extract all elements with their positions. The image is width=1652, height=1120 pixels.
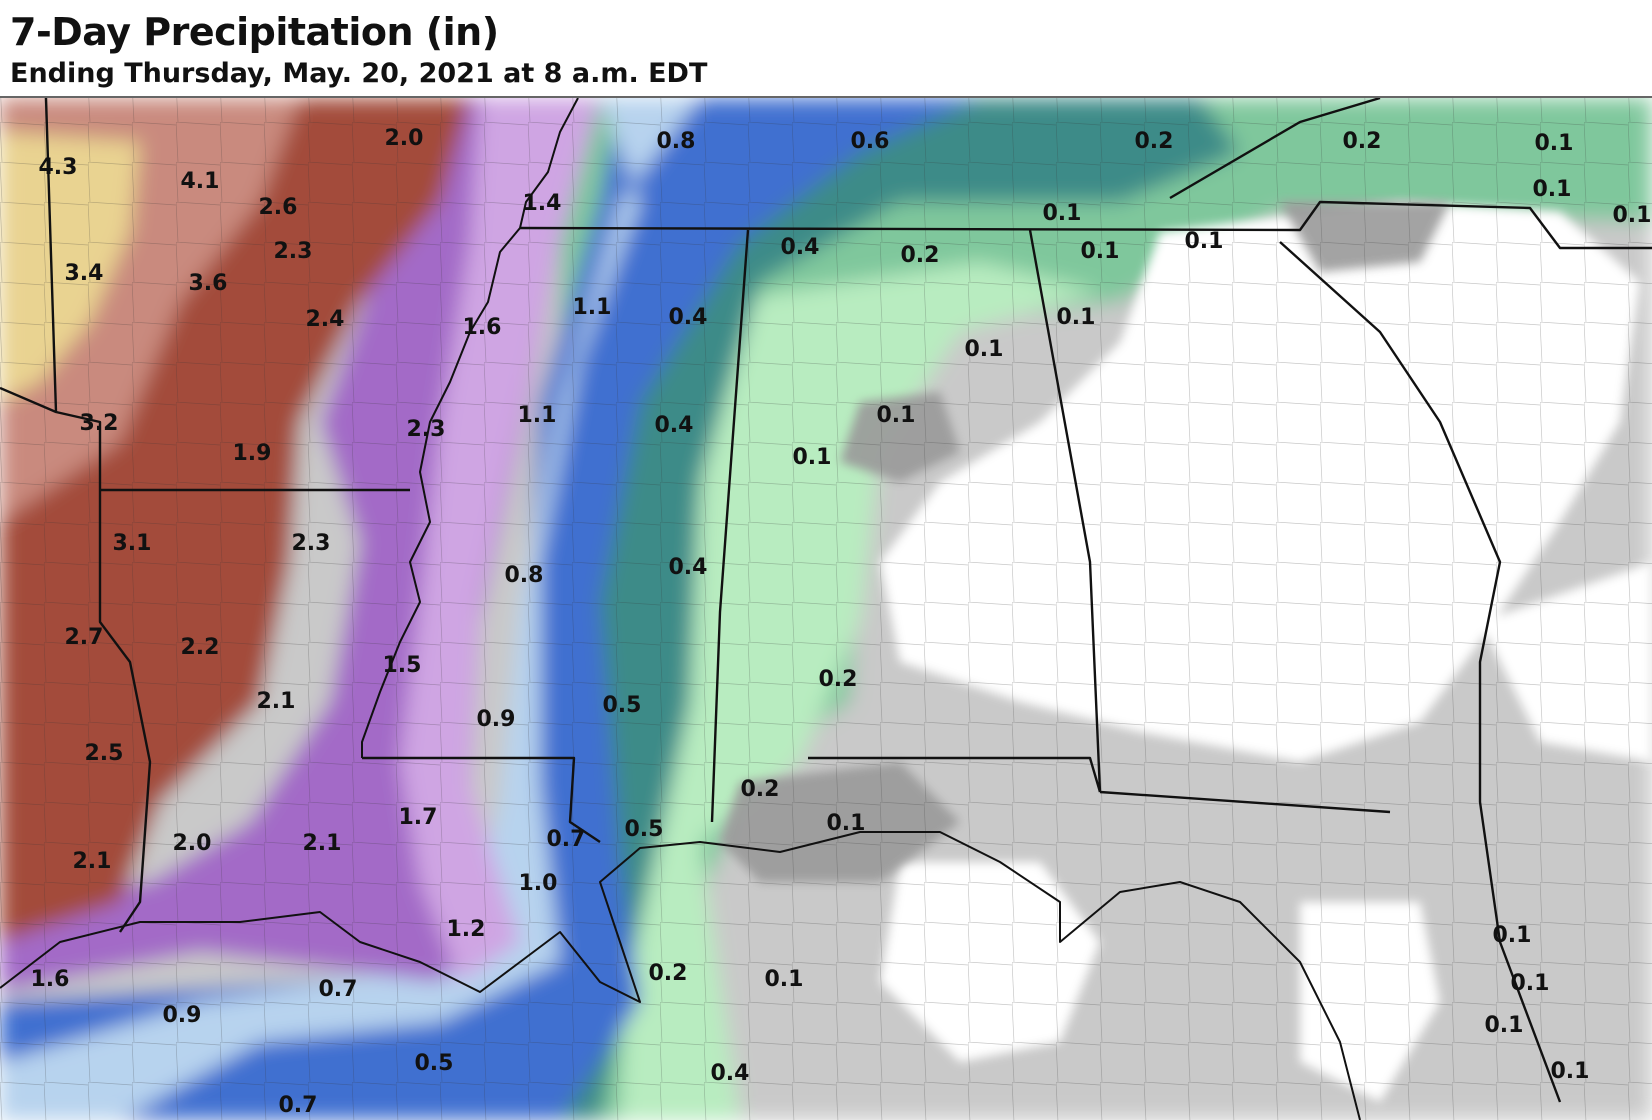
precip-value-label: 0.1 — [1185, 229, 1224, 254]
precip-value-label: 1.9 — [233, 441, 272, 466]
precip-value-label: 0.2 — [1343, 129, 1382, 154]
precip-value-label: 4.3 — [39, 155, 78, 180]
precip-value-label: 0.9 — [477, 707, 516, 732]
border-al-ga — [1028, 229, 1102, 793]
precip-value-label: 0.2 — [819, 667, 858, 692]
precip-value-label: 2.1 — [73, 849, 112, 874]
precip-value-label: 0.1 — [765, 967, 804, 992]
border-ms-tn — [519, 200, 1652, 250]
precip-value-label: 0.1 — [1551, 1059, 1590, 1084]
map-subtitle: Ending Thursday, May. 20, 2021 at 8 a.m.… — [10, 58, 708, 89]
precip-value-label: 0.2 — [1135, 129, 1174, 154]
precip-value-label: 0.1 — [1081, 239, 1120, 264]
precip-value-label: 0.1 — [793, 445, 832, 470]
precip-value-label: 2.5 — [85, 741, 124, 766]
precip-value-label: 4.1 — [181, 169, 220, 194]
precip-value-label: 1.7 — [399, 805, 438, 830]
state-borders — [0, 98, 1652, 1120]
value-labels: 4.3 4.1 2.0 2.6 2.3 3.4 3.6 2.4 3.2 1.9 3.1 2.3 2.7 2… — [31, 126, 1652, 1118]
county-lines — [0, 98, 1652, 1120]
precip-value-label: 0.7 — [319, 977, 358, 1002]
precip-value-label: 0.4 — [655, 413, 694, 438]
precip-value-label: 1.6 — [31, 967, 70, 992]
border-al-fl — [808, 756, 1102, 793]
precip-value-label: 2.7 — [65, 625, 104, 650]
precip-value-label: 0.1 — [1493, 923, 1532, 948]
precip-value-label: 3.6 — [189, 271, 228, 296]
precip-value-label: 0.1 — [1535, 131, 1574, 156]
border-ok-tx — [0, 386, 102, 490]
precip-value-label: 0.8 — [505, 563, 544, 588]
precip-value-label: 0.1 — [1485, 1013, 1524, 1038]
precipitation-map[interactable]: 4.3 4.1 2.0 2.6 2.3 3.4 3.6 2.4 3.2 1.9 3.1 2.3 2.7 2… — [0, 96, 1652, 1120]
precip-value-label: 0.1 — [877, 403, 916, 428]
precip-value-label: 0.1 — [1533, 177, 1572, 202]
precip-value-label: 0.1 — [1613, 203, 1652, 228]
border-ky-tn — [1169, 98, 1381, 200]
precip-value-label: 0.1 — [1057, 305, 1096, 330]
precip-value-label: 0.5 — [415, 1051, 454, 1076]
precip-value-label: 2.3 — [274, 239, 313, 264]
precip-value-label: 0.4 — [711, 1061, 750, 1086]
precip-value-label: 3.4 — [65, 261, 104, 286]
precip-value-label: 2.4 — [306, 307, 345, 332]
border-ok-ar — [44, 98, 58, 413]
precip-value-label: 0.1 — [1511, 971, 1550, 996]
border-ms-al — [710, 229, 750, 823]
precip-value-label: 1.1 — [573, 295, 612, 320]
precip-value-label: 1.5 — [383, 653, 422, 678]
precip-value-label: 2.1 — [257, 689, 296, 714]
precip-value-label: 0.2 — [649, 961, 688, 986]
precip-value-label: 2.6 — [259, 195, 298, 220]
map-header: 7-Day Precipitation (in) Ending Thursday… — [0, 0, 1652, 96]
precip-value-label: 0.2 — [901, 243, 940, 268]
precip-value-label: 0.4 — [669, 305, 708, 330]
precip-value-label: 0.7 — [547, 827, 586, 852]
border-ga-fl — [1099, 790, 1391, 814]
precip-value-label: 2.0 — [173, 831, 212, 856]
precip-value-label: 0.9 — [163, 1003, 202, 1028]
precip-value-label: 1.4 — [523, 191, 562, 216]
precip-value-label: 0.1 — [965, 337, 1004, 362]
precip-value-label: 0.7 — [279, 1093, 318, 1118]
precip-value-label: 0.1 — [1043, 201, 1082, 226]
map-title: 7-Day Precipitation (in) — [10, 10, 499, 54]
precip-value-label: 0.4 — [781, 235, 820, 260]
precip-value-label: 0.2 — [741, 777, 780, 802]
precip-value-label: 2.0 — [385, 126, 424, 151]
precip-value-label: 1.2 — [447, 917, 486, 942]
precip-value-label: 1.6 — [463, 315, 502, 340]
precip-value-label: 0.8 — [657, 129, 696, 154]
precip-value-label: 3.2 — [80, 411, 119, 436]
precip-value-label: 0.4 — [669, 555, 708, 580]
precip-value-label: 2.3 — [292, 531, 331, 556]
border-fl-east — [1478, 722, 1562, 1103]
precip-value-label: 0.1 — [827, 811, 866, 836]
precip-value-label: 0.5 — [625, 817, 664, 842]
precip-value-label: 2.3 — [407, 417, 446, 442]
border-la-ms — [362, 756, 601, 843]
precip-value-label: 0.6 — [851, 129, 890, 154]
coastline — [0, 831, 1361, 1120]
precipitation-map-svg: 4.3 4.1 2.0 2.6 2.3 3.4 3.6 2.4 3.2 1.9 3.1 2.3 2.7 2… — [0, 98, 1652, 1120]
border-ga-sc — [1279, 241, 1502, 722]
border-tx-la — [98, 490, 152, 933]
precip-value-label: 2.1 — [303, 831, 342, 856]
precip-value-label: 1.1 — [518, 403, 557, 428]
border-mississippi-river — [361, 98, 579, 758]
precip-value-label: 3.1 — [113, 531, 152, 556]
precip-value-label: 1.0 — [519, 871, 558, 896]
precip-value-label: 0.5 — [603, 693, 642, 718]
precip-value-label: 2.2 — [181, 635, 220, 660]
